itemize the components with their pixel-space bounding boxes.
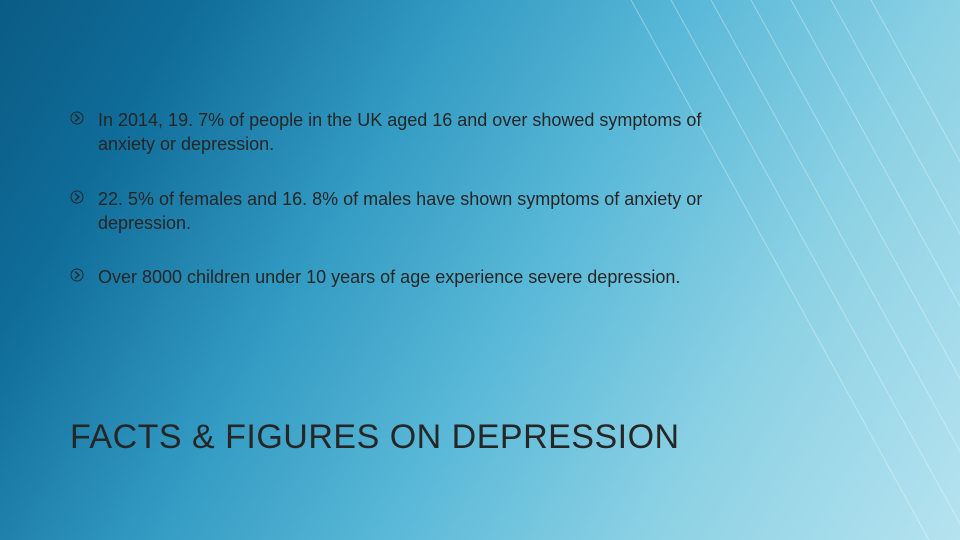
bullet-arrow-icon xyxy=(70,268,84,282)
bullet-arrow-icon xyxy=(70,111,84,125)
slide: In 2014, 19. 7% of people in the UK aged… xyxy=(0,0,960,540)
bullet-text: 22. 5% of females and 16. 8% of males ha… xyxy=(98,187,710,236)
list-item: In 2014, 19. 7% of people in the UK aged… xyxy=(70,108,710,157)
list-item: 22. 5% of females and 16. 8% of males ha… xyxy=(70,187,710,236)
bullet-list: In 2014, 19. 7% of people in the UK aged… xyxy=(70,108,710,319)
bullet-text: In 2014, 19. 7% of people in the UK aged… xyxy=(98,108,710,157)
list-item: Over 8000 children under 10 years of age… xyxy=(70,265,710,289)
bullet-text: Over 8000 children under 10 years of age… xyxy=(98,265,680,289)
bullet-arrow-icon xyxy=(70,190,84,204)
slide-title: FACTS & FIGURES ON DEPRESSION xyxy=(70,418,680,457)
